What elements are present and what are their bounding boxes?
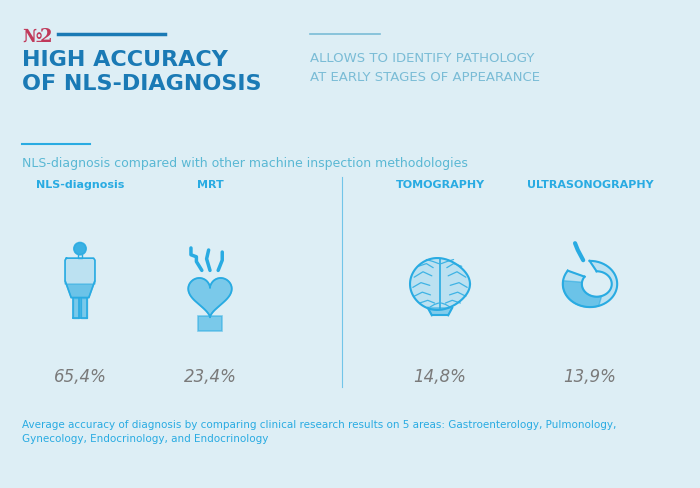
Text: ALLOWS TO IDENTIFY PATHOLOGY
AT EARLY STAGES OF APPEARANCE: ALLOWS TO IDENTIFY PATHOLOGY AT EARLY ST… <box>310 52 540 84</box>
Polygon shape <box>188 279 232 318</box>
Text: MRT: MRT <box>197 180 223 190</box>
Text: 2: 2 <box>40 28 52 46</box>
Text: ULTRASONOGRAPHY: ULTRASONOGRAPHY <box>526 180 653 190</box>
Text: Average accuracy of diagnosis by comparing clinical research results on 5 areas:: Average accuracy of diagnosis by compari… <box>22 419 617 443</box>
Text: HIGH ACCURACY
OF NLS-DIAGNOSIS: HIGH ACCURACY OF NLS-DIAGNOSIS <box>22 50 262 94</box>
Text: TOMOGRAPHY: TOMOGRAPHY <box>395 180 484 190</box>
Text: 13,9%: 13,9% <box>564 367 617 385</box>
Polygon shape <box>74 298 78 318</box>
FancyBboxPatch shape <box>198 316 222 331</box>
Text: NLS-diagnosis: NLS-diagnosis <box>36 180 124 190</box>
Polygon shape <box>81 298 87 318</box>
Polygon shape <box>428 308 452 316</box>
Polygon shape <box>65 281 95 298</box>
Text: 14,8%: 14,8% <box>414 367 466 385</box>
Polygon shape <box>65 259 95 298</box>
Text: 23,4%: 23,4% <box>183 367 237 385</box>
Text: NLS-diagnosis compared with other machine inspection methodologies: NLS-diagnosis compared with other machin… <box>22 157 468 170</box>
Text: №: № <box>22 28 41 46</box>
Circle shape <box>74 243 86 255</box>
Text: 65,4%: 65,4% <box>54 367 106 385</box>
Polygon shape <box>410 259 470 310</box>
Polygon shape <box>563 262 617 307</box>
Polygon shape <box>563 281 601 307</box>
